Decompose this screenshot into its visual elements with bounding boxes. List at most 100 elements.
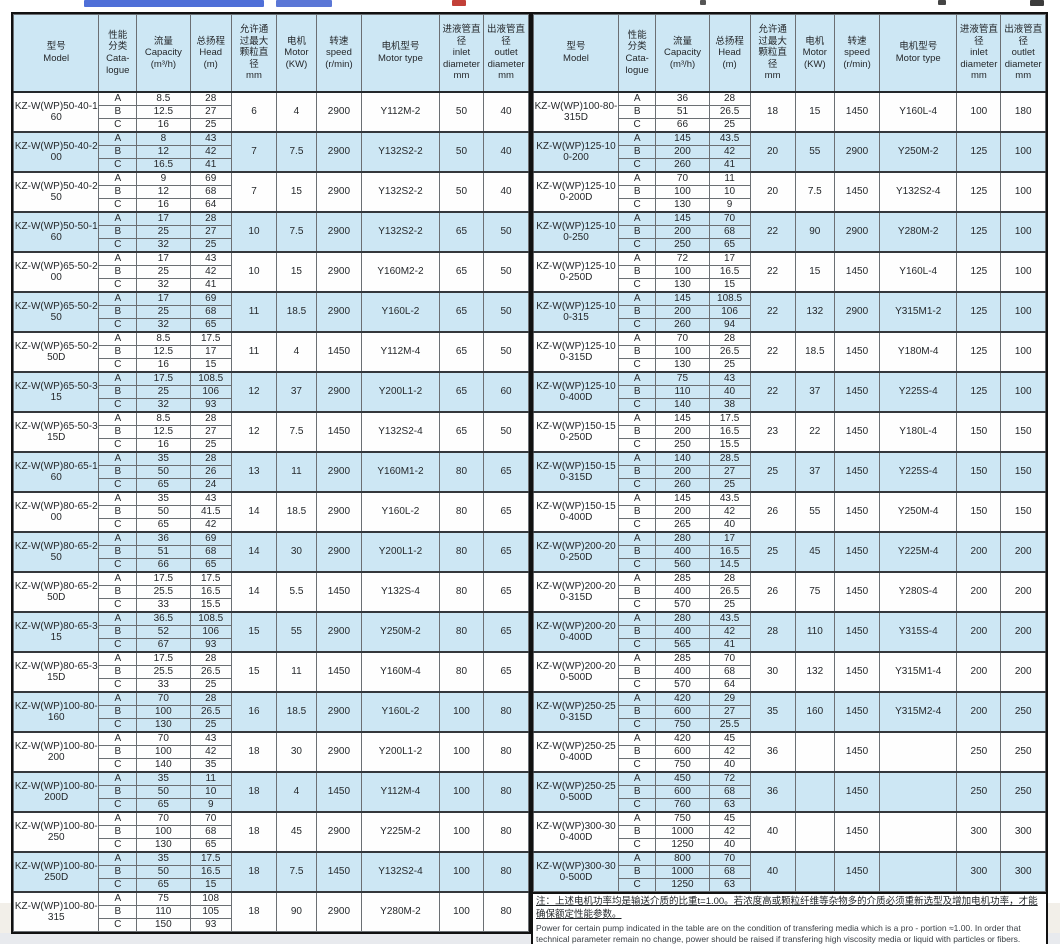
catalogue-cell: A (617, 811, 657, 826)
catalogue-cell: B (98, 865, 138, 879)
table-row: B 200 16.5 (534, 425, 1046, 439)
motor-type-cell: Y132S-4 (361, 571, 440, 613)
catalogue-cell: C (98, 718, 138, 733)
particle-cell: 25 (749, 531, 796, 573)
col-header-head: 总扬程 Head (m) (189, 14, 232, 93)
motor-cell: 90 (794, 211, 836, 253)
inlet-cell: 80 (438, 451, 485, 493)
speed-cell: 2900 (834, 291, 881, 333)
catalogue-cell: B (617, 865, 657, 879)
outlet-cell: 100 (1000, 131, 1046, 173)
capacity-cell: 16 (136, 198, 191, 213)
table-row: B 600 42 (534, 745, 1046, 759)
capacity-cell: 140 (136, 758, 191, 773)
outlet-cell: 200 (1000, 571, 1046, 613)
inlet-cell: 80 (438, 651, 485, 693)
capacity-cell: 17.5 (136, 371, 191, 386)
table-row: C 1250 63 (534, 878, 1046, 892)
head-cell: 28 (189, 91, 232, 106)
speed-cell: 2900 (315, 371, 363, 413)
inlet-cell: 65 (438, 371, 485, 413)
particle-cell: 18 (230, 811, 278, 853)
catalogue-cell: A (617, 371, 657, 386)
capacity-cell: 32 (136, 398, 191, 413)
table-row: B 110 105 (14, 905, 529, 919)
capacity-cell: 100 (655, 345, 710, 359)
motor-cell: 7.5 (276, 131, 317, 173)
capacity-cell: 25 (136, 385, 191, 399)
table-row: C 66 65 (14, 558, 529, 573)
motor-cell: 7.5 (276, 411, 317, 453)
catalogue-cell: B (617, 585, 657, 599)
table-row: KZ-W(WP)150-150-315D A 140 28.5 25 37 1450 Y225… (533, 451, 1046, 493)
capacity-cell: 35 (136, 451, 191, 466)
col-header-speed: 转速 speed (r/min) (315, 14, 363, 93)
catalogue-cell: B (98, 665, 138, 679)
capacity-cell: 16.5 (136, 158, 191, 173)
head-cell: 43.5 (708, 491, 751, 506)
outlet-cell: 300 (1000, 811, 1046, 853)
table-row: KZ-W(WP)100-80-250 A 70 70 18 45 2900 Y225M-2 10… (12, 811, 529, 853)
head-cell: 43 (189, 491, 232, 506)
capacity-cell: 8.5 (136, 91, 191, 106)
capacity-cell: 1000 (655, 865, 710, 879)
speed-cell: 1450 (834, 371, 881, 413)
outlet-cell: 50 (483, 331, 529, 373)
head-cell: 15.5 (189, 598, 232, 613)
table-row: KZ-W(WP)100-80-160 A 70 28 16 18.5 2900 Y160L-2… (12, 691, 529, 733)
table-row: KZ-W(WP)200-200-315D A 285 28 26 75 1450 Y280S-… (533, 571, 1046, 613)
capacity-cell: 600 (655, 785, 710, 799)
capacity-cell: 8.5 (136, 331, 191, 346)
outlet-cell: 60 (483, 371, 529, 413)
head-cell: 25 (189, 678, 232, 693)
head-cell: 10 (708, 185, 751, 199)
speed-cell: 2900 (315, 811, 363, 853)
capacity-cell: 200 (655, 305, 710, 319)
col-header-catalogue: 性能 分类 Cata- logue (617, 14, 657, 93)
capacity-cell: 70 (136, 811, 191, 826)
table-row: B 100 16.5 (534, 265, 1046, 279)
capacity-cell: 400 (655, 665, 710, 679)
table-row: B 400 16.5 (534, 545, 1046, 559)
catalogue-cell: B (617, 225, 657, 239)
particle-cell: 25 (749, 451, 796, 493)
capacity-cell: 600 (655, 745, 710, 759)
outlet-cell: 80 (483, 891, 529, 932)
motor-type-cell: Y112M-4 (361, 331, 440, 373)
col-header-outlet: 出液管直 径 outlet diameter mm (1000, 14, 1046, 93)
table-row: B 25.5 26.5 (14, 665, 529, 679)
capacity-cell: 72 (655, 251, 710, 266)
speed-cell: 2900 (315, 491, 363, 533)
capacity-cell: 570 (655, 678, 710, 693)
table-row: C 560 14.5 (534, 558, 1046, 573)
outlet-cell: 250 (1000, 771, 1046, 813)
outlet-cell: 65 (483, 531, 529, 573)
head-cell: 27 (189, 425, 232, 439)
speed-cell: 2900 (315, 91, 363, 133)
catalogue-cell: B (617, 145, 657, 159)
particle-cell: 26 (749, 491, 796, 533)
head-cell: 93 (189, 638, 232, 653)
table-row: KZ-W(WP)65-50-315 A 17.5 108.5 12 37 2900 Y200L… (12, 371, 529, 413)
motor-cell: 55 (794, 491, 836, 533)
motor-cell: 37 (276, 371, 317, 413)
motor-type-cell: Y315M2-4 (879, 691, 958, 733)
catalogue-cell: C (98, 638, 138, 653)
head-cell: 9 (189, 798, 232, 813)
capacity-cell: 145 (655, 491, 710, 506)
col-header-model: 型号 Model (533, 14, 619, 93)
inlet-cell: 125 (956, 251, 1002, 293)
head-cell: 68 (189, 825, 232, 839)
capacity-cell: 50 (136, 465, 191, 479)
head-cell: 25 (189, 118, 232, 133)
catalogue-cell: C (617, 358, 657, 373)
model-cell: KZ-W(WP)150-150-315D (533, 451, 619, 493)
capacity-cell: 100 (655, 185, 710, 199)
motor-type-cell: Y280S-4 (879, 571, 958, 613)
capacity-cell: 16 (136, 438, 191, 453)
motor-cell: 160 (794, 691, 836, 733)
motor-cell: 15 (794, 251, 836, 293)
catalogue-cell: A (98, 651, 138, 666)
head-cell: 25 (189, 718, 232, 733)
capacity-cell: 265 (655, 518, 710, 533)
